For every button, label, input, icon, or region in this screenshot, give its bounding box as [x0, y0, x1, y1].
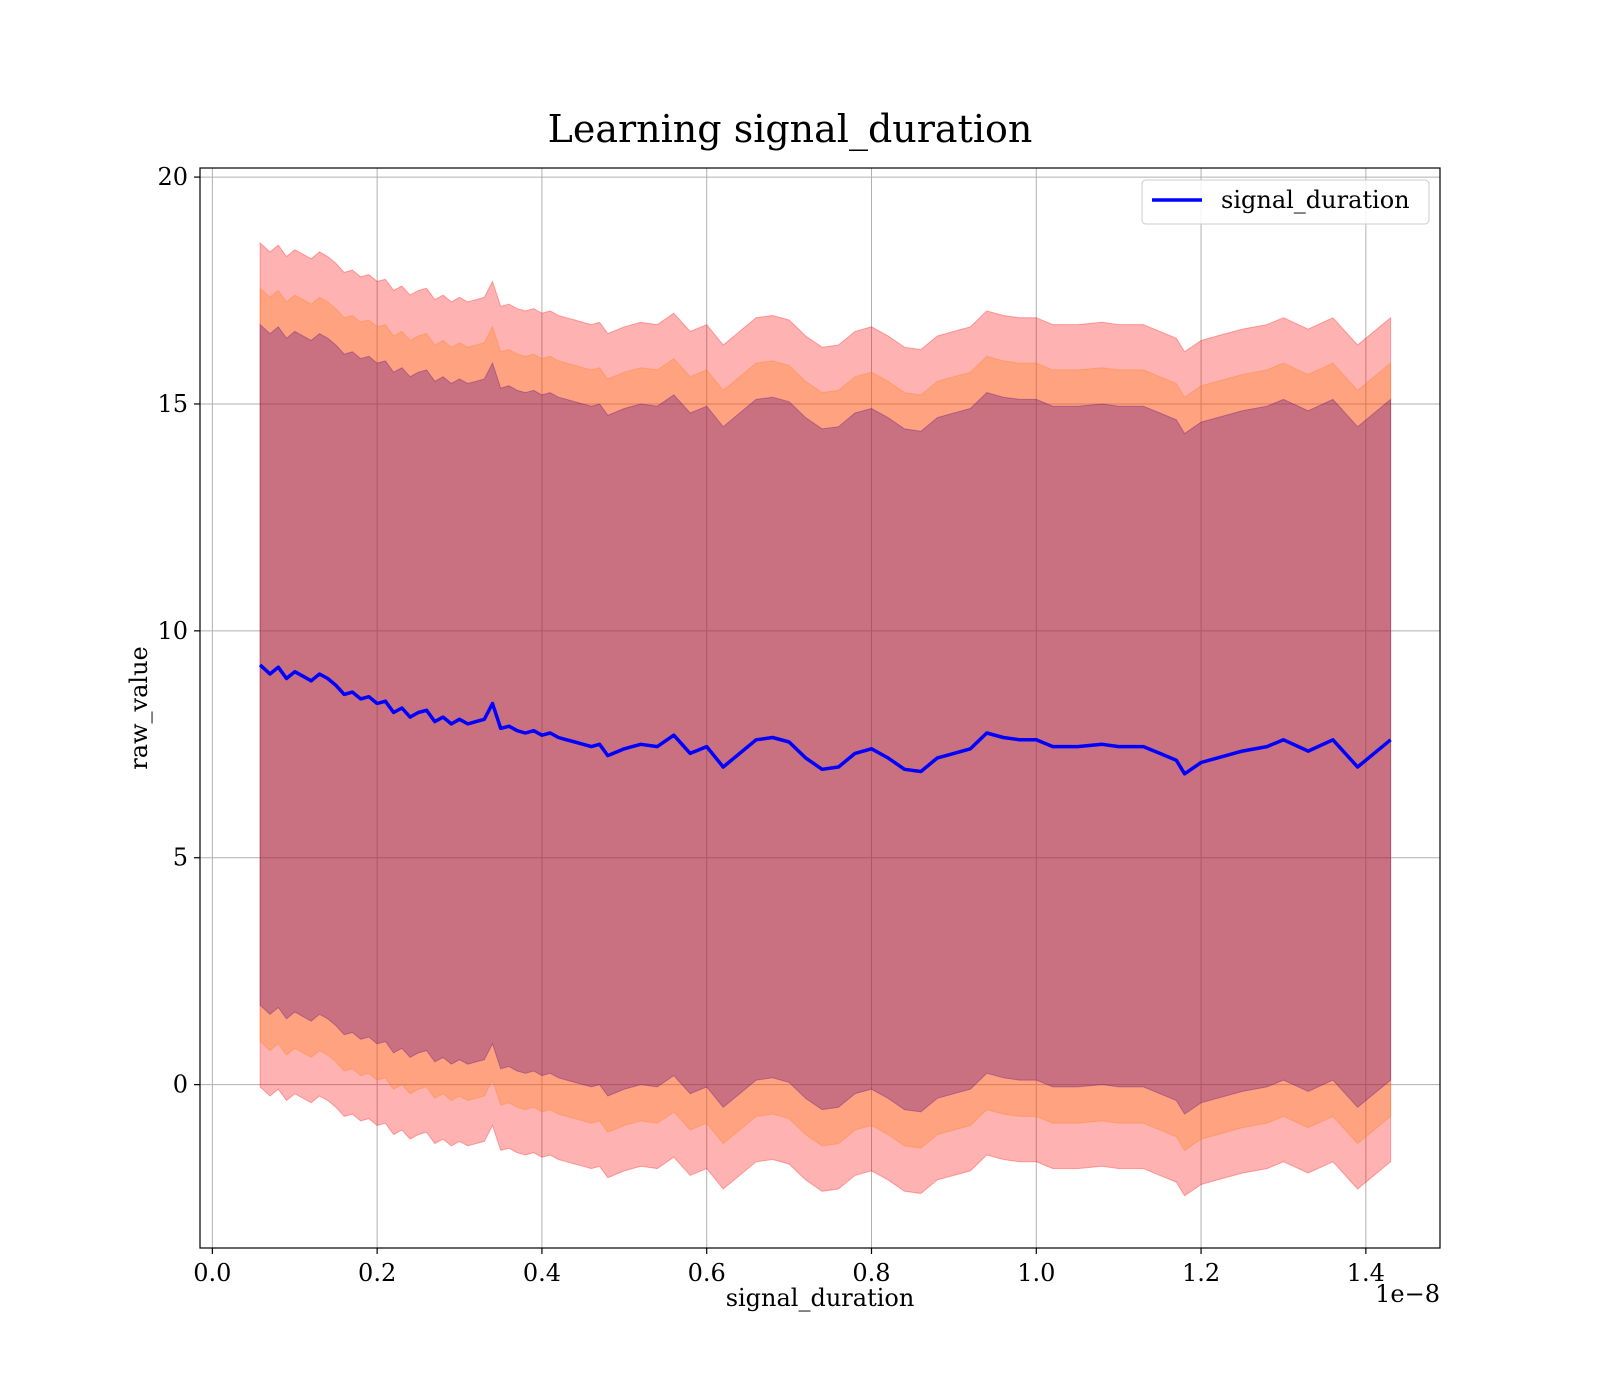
outer-band — [259, 241, 1392, 1197]
x-axis-offset-text: 1e−8 — [1375, 1280, 1440, 1308]
x-tick-label: 1.2 — [1182, 1259, 1220, 1287]
x-axis-label: signal_duration — [726, 1284, 915, 1312]
chart-title: Learning signal_duration — [548, 107, 1033, 152]
y-tick-label: 15 — [157, 390, 188, 418]
x-tick-label: 0.0 — [193, 1259, 231, 1287]
series-line-signal-duration — [258, 663, 1392, 776]
legend: signal_duration — [1141, 179, 1430, 225]
x-tick-label: 1.4 — [1347, 1259, 1385, 1287]
y-tick-label: 10 — [157, 617, 188, 645]
middle-band — [259, 287, 1392, 1152]
y-tick-label: 5 — [173, 844, 188, 872]
inner-band — [259, 323, 1392, 1115]
confidence-bands — [259, 241, 1392, 1197]
legend-entry-signal-duration: signal_duration — [1221, 186, 1410, 214]
y-axis-label: raw_value — [125, 646, 153, 770]
y-tick-label: 20 — [157, 163, 188, 191]
grid — [200, 168, 1440, 1248]
line-layer — [258, 663, 1392, 776]
legend-frame — [1141, 179, 1430, 225]
plot-area-frame — [199, 167, 1441, 1249]
ticks: 0.0 0.2 0.4 0.6 0.8 1.0 1.2 1.4 0 5 10 15 20 — [157, 163, 1384, 1287]
y-tick-label: 0 — [173, 1071, 188, 1099]
x-tick-label: 0.2 — [358, 1259, 396, 1287]
x-tick-label: 1.0 — [1017, 1259, 1055, 1287]
x-tick-label: 0.4 — [523, 1259, 561, 1287]
x-tick-label: 0.8 — [852, 1259, 890, 1287]
x-tick-label: 0.6 — [688, 1259, 726, 1287]
